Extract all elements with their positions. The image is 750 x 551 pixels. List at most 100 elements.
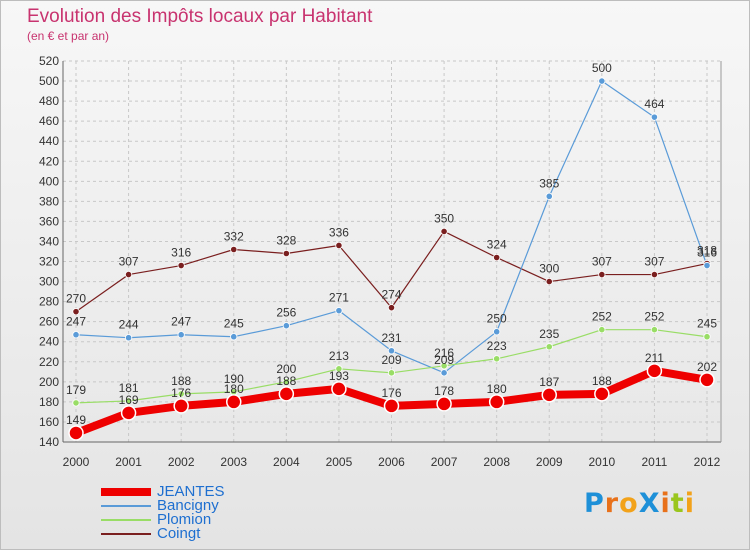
legend-swatch-coingt	[101, 533, 151, 535]
data-point-plomion	[440, 362, 448, 370]
data-label-jeantes: 193	[329, 369, 349, 383]
data-label-bancigny: 245	[224, 317, 244, 331]
x-tick-label: 2004	[273, 455, 300, 469]
data-label-plomion: 181	[119, 381, 139, 395]
data-point-bancigny	[177, 331, 185, 339]
data-label-coingt: 307	[644, 255, 664, 269]
data-point-plomion	[124, 397, 133, 405]
data-label-jeantes: 202	[697, 360, 717, 374]
data-point-jeantes	[120, 405, 137, 421]
data-point-bancigny	[72, 331, 80, 339]
data-point-coingt	[72, 308, 80, 316]
data-point-bancigny	[598, 77, 606, 85]
data-point-coingt	[545, 277, 553, 286]
data-label-jeantes: 176	[381, 386, 401, 400]
data-label-coingt: 318	[697, 244, 717, 258]
x-tick-label: 2006	[378, 455, 405, 469]
data-point-jeantes	[594, 386, 610, 402]
data-label-bancigny: 247	[66, 315, 86, 329]
data-label-bancigny: 250	[487, 312, 507, 326]
data-label-coingt: 328	[276, 234, 296, 248]
data-label-plomion: 209	[381, 353, 401, 367]
legend-label-jeantes: JEANTES	[157, 483, 225, 500]
legend-label-bancigny: Bancigny	[157, 497, 219, 514]
data-point-coingt	[230, 245, 238, 254]
y-tick-label: 460	[39, 114, 59, 128]
y-tick-label: 400	[39, 174, 59, 188]
x-tick-label: 2007	[431, 455, 458, 469]
data-label-jeantes: 211	[645, 351, 664, 365]
x-tick-label: 2008	[483, 455, 510, 469]
y-tick-label: 220	[39, 355, 59, 369]
data-label-coingt: 336	[329, 225, 349, 239]
data-label-bancigny: 247	[171, 315, 191, 329]
data-point-jeantes	[278, 386, 295, 402]
data-point-bancigny	[545, 192, 553, 200]
y-tick-label: 240	[39, 335, 59, 349]
data-label-bancigny: 271	[329, 291, 349, 305]
data-point-jeantes	[436, 396, 452, 412]
data-point-bancigny	[230, 333, 238, 341]
y-tick-label: 320	[39, 255, 59, 269]
legend-label-coingt: Coingt	[157, 525, 201, 542]
data-point-coingt	[335, 241, 343, 250]
y-tick-label: 300	[39, 275, 59, 289]
data-point-plomion	[335, 365, 343, 373]
data-point-coingt	[282, 249, 290, 258]
data-label-coingt: 324	[487, 238, 507, 252]
x-tick-label: 2011	[642, 455, 668, 469]
data-label-plomion: 245	[697, 317, 717, 331]
data-label-bancigny: 385	[539, 176, 559, 190]
data-label-coingt: 307	[119, 255, 139, 269]
data-point-bancigny	[387, 347, 396, 355]
y-tick-label: 360	[39, 214, 59, 228]
y-tick-label: 500	[39, 74, 59, 88]
data-point-jeantes	[331, 381, 347, 397]
data-point-plomion	[598, 326, 606, 334]
data-point-bancigny	[493, 328, 501, 336]
data-label-plomion: 223	[487, 339, 507, 353]
data-point-bancigny	[124, 334, 133, 342]
data-label-bancigny: 500	[592, 61, 612, 75]
x-tick-label: 2005	[326, 455, 353, 469]
legend-label-plomion: Plomion	[157, 511, 212, 528]
data-point-jeantes	[488, 394, 505, 410]
series-line-bancigny	[75, 80, 708, 374]
data-point-plomion	[282, 378, 290, 386]
data-point-coingt	[387, 304, 396, 312]
data-point-plomion	[493, 355, 501, 363]
data-label-plomion: 188	[171, 374, 191, 388]
x-tick-label: 2009	[536, 455, 563, 469]
data-point-bancigny	[650, 113, 659, 121]
data-label-jeantes: 180	[224, 382, 244, 396]
data-label-coingt: 350	[434, 211, 454, 225]
chart-title: Evolution des Impôts locaux par Habitant	[27, 6, 373, 27]
data-point-bancigny	[335, 307, 343, 315]
data-point-bancigny	[440, 369, 448, 377]
data-point-coingt	[650, 270, 659, 279]
chart-subtitle: (en € et par an)	[27, 29, 110, 43]
y-tick-label: 380	[39, 194, 59, 208]
data-point-coingt	[177, 261, 185, 270]
data-point-bancigny	[282, 322, 290, 330]
data-point-coingt	[124, 270, 133, 279]
data-point-jeantes	[646, 363, 663, 379]
y-tick-label: 520	[39, 54, 59, 68]
data-point-bancigny	[703, 261, 711, 270]
data-label-bancigny: 244	[119, 318, 139, 332]
data-label-plomion: 190	[224, 372, 244, 386]
data-label-jeantes: 187	[539, 375, 559, 389]
y-tick-label: 420	[39, 154, 59, 168]
x-tick-label: 2000	[63, 455, 90, 469]
y-tick-label: 160	[39, 415, 59, 429]
legend-swatch-bancigny	[101, 505, 151, 507]
data-label-plomion: 200	[276, 362, 296, 376]
data-label-plomion: 252	[644, 310, 664, 324]
y-tick-label: 260	[39, 315, 59, 329]
x-tick-label: 2003	[220, 455, 247, 469]
x-tick-label: 2012	[694, 455, 721, 469]
data-label-bancigny: 209	[434, 353, 454, 367]
data-point-jeantes	[173, 398, 189, 414]
